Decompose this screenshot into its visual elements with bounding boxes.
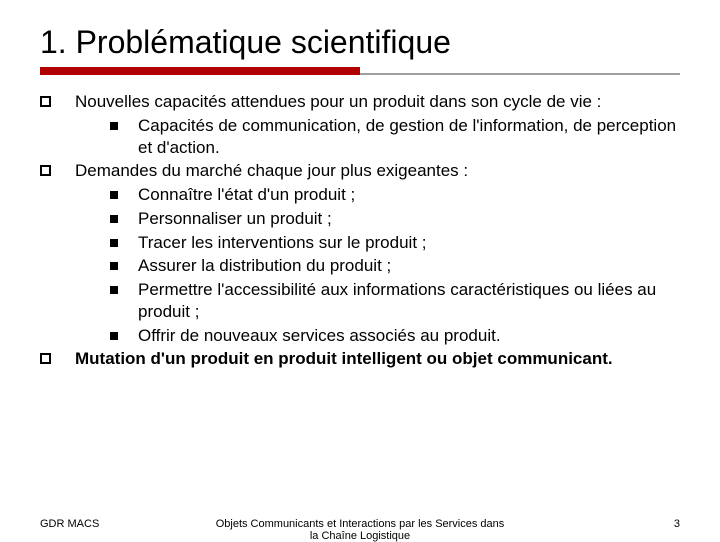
title-area: 1. Problématique scientifique [0,0,720,75]
sub-list-item-text: Capacités de communication, de gestion d… [138,115,680,159]
slide-body: Nouvelles capacités attendues pour un pr… [0,75,720,370]
sub-list-item: Tracer les interventions sur le produit … [110,232,680,254]
slide: 1. Problématique scientifique Nouvelles … [0,0,720,540]
filled-square-bullet-icon [110,191,118,199]
sub-list-item-text: Permettre l'accessibilité aux informatio… [138,279,680,323]
square-bullet-icon [40,96,51,107]
sub-list-item: Personnaliser un produit ; [110,208,680,230]
sub-list-item: Permettre l'accessibilité aux informatio… [110,279,680,323]
sub-list-item-text: Tracer les interventions sur le produit … [138,232,680,254]
sub-list-item-text: Connaître l'état d'un produit ; [138,184,680,206]
slide-title: 1. Problématique scientifique [40,24,680,61]
footer-page-number: 3 [674,518,680,530]
sub-list-item: Connaître l'état d'un produit ; [110,184,680,206]
filled-square-bullet-icon [110,239,118,247]
square-bullet-icon [40,353,51,364]
sub-list-item-text: Offrir de nouveaux services associés au … [138,325,680,347]
title-underline [40,67,680,75]
list-item: Nouvelles capacités attendues pour un pr… [40,91,680,113]
sub-list-item: Capacités de communication, de gestion d… [110,115,680,159]
footer-left: GDR MACS [40,518,99,530]
sub-list-item-text: Personnaliser un produit ; [138,208,680,230]
filled-square-bullet-icon [110,215,118,223]
list-item-text: Nouvelles capacités attendues pour un pr… [75,91,680,113]
underline-red [40,67,360,75]
list-item: Mutation d'un produit en produit intelli… [40,348,680,370]
sub-list-item: Assurer la distribution du produit ; [110,255,680,277]
list-item: Demandes du marché chaque jour plus exig… [40,160,680,182]
filled-square-bullet-icon [110,332,118,340]
square-bullet-icon [40,165,51,176]
footer: GDR MACS Objets Communicants et Interact… [0,518,720,530]
list-item-text: Mutation d'un produit en produit intelli… [75,348,680,370]
filled-square-bullet-icon [110,262,118,270]
list-item-text: Demandes du marché chaque jour plus exig… [75,160,680,182]
sub-list-item-text: Assurer la distribution du produit ; [138,255,680,277]
footer-center: Objets Communicants et Interactions par … [210,518,510,542]
filled-square-bullet-icon [110,286,118,294]
sub-list-item: Offrir de nouveaux services associés au … [110,325,680,347]
filled-square-bullet-icon [110,122,118,130]
